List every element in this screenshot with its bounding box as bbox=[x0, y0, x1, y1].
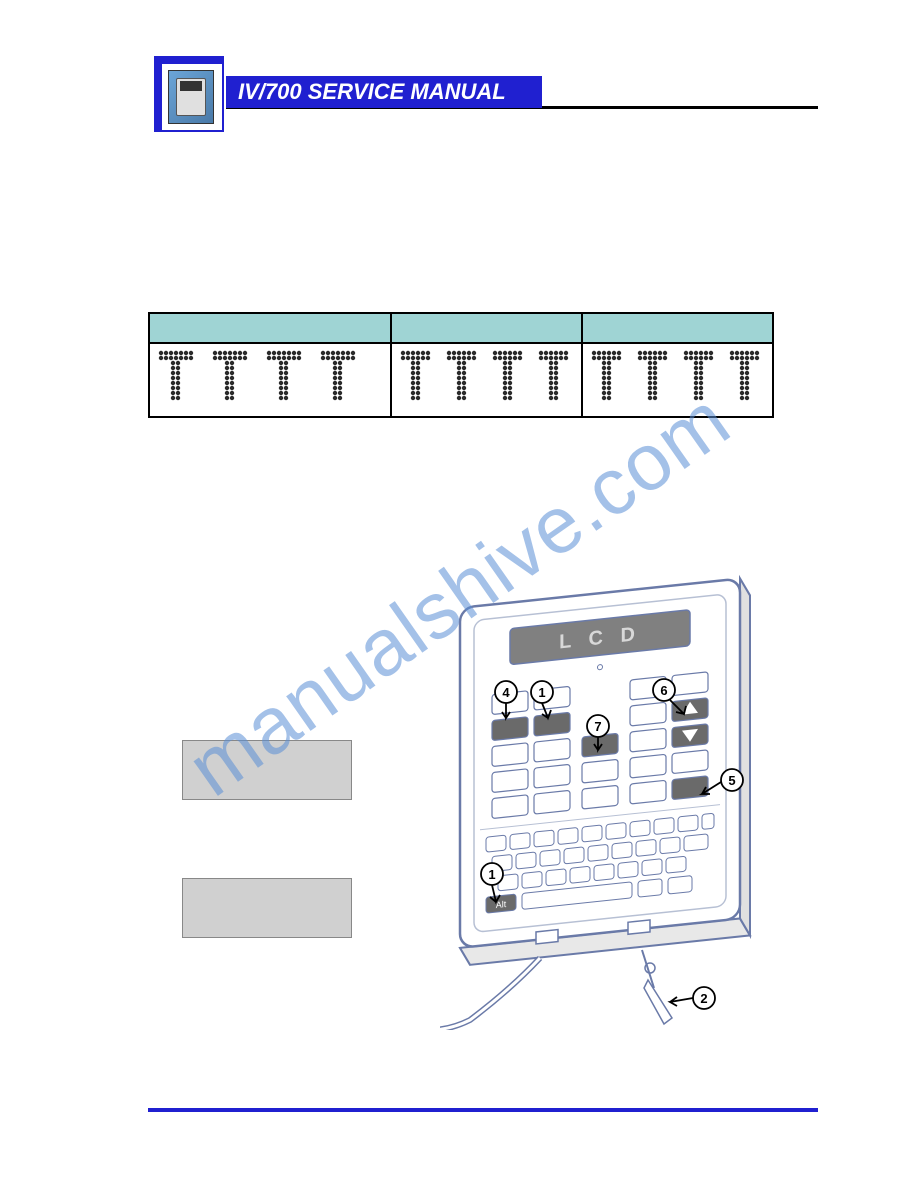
table-header-cell bbox=[582, 313, 773, 343]
t-glyph-icon bbox=[729, 350, 761, 406]
footer-divider bbox=[148, 1108, 818, 1112]
t-glyph-icon bbox=[446, 350, 478, 406]
logo-screen-icon bbox=[180, 81, 202, 91]
callout-label: 7 bbox=[594, 719, 601, 734]
comparison-table bbox=[148, 312, 774, 418]
table-cell bbox=[582, 343, 773, 417]
callout-label: 6 bbox=[660, 683, 667, 698]
table-header-cell bbox=[149, 313, 391, 343]
dot-pattern bbox=[158, 350, 382, 406]
callout-label: 2 bbox=[700, 991, 707, 1006]
placeholder-box bbox=[182, 740, 352, 800]
table-header-cell bbox=[391, 313, 582, 343]
dot-pattern bbox=[591, 350, 764, 406]
page-title: IV/700 SERVICE MANUAL bbox=[226, 76, 542, 108]
t-glyph-icon bbox=[492, 350, 524, 406]
t-glyph-icon bbox=[158, 350, 198, 406]
device-diagram: L C D bbox=[440, 550, 790, 1030]
callout-label: 1 bbox=[538, 685, 545, 700]
table-cell bbox=[391, 343, 582, 417]
table-header-row bbox=[149, 313, 773, 343]
t-glyph-icon bbox=[212, 350, 252, 406]
t-glyph-icon bbox=[591, 350, 623, 406]
t-glyph-icon bbox=[400, 350, 432, 406]
t-glyph-icon bbox=[266, 350, 306, 406]
callout-label: 5 bbox=[728, 773, 735, 788]
t-glyph-icon bbox=[637, 350, 669, 406]
placeholder-box bbox=[182, 878, 352, 938]
t-glyph-icon bbox=[683, 350, 715, 406]
callout-label: 1 bbox=[488, 867, 495, 882]
t-glyph-icon bbox=[538, 350, 570, 406]
t-glyph-icon bbox=[320, 350, 360, 406]
dot-pattern bbox=[400, 350, 573, 406]
table-cell bbox=[149, 343, 391, 417]
table-row bbox=[149, 343, 773, 417]
callout-label: 4 bbox=[502, 685, 510, 700]
stylus-icon bbox=[642, 950, 672, 1024]
